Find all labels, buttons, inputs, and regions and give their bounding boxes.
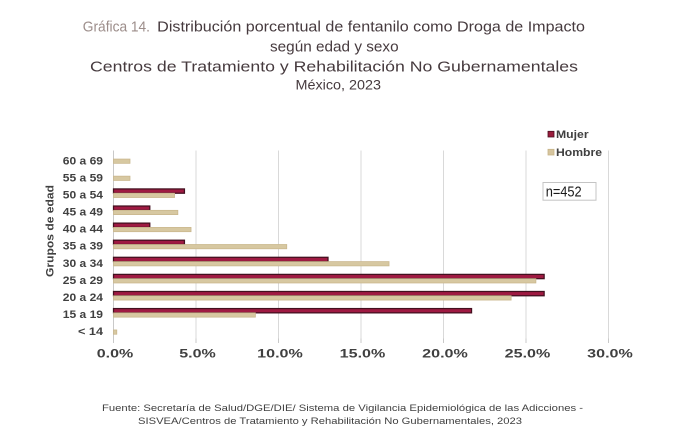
svg-text:30.0%: 30.0% xyxy=(587,347,633,361)
svg-text:55 a 59: 55 a 59 xyxy=(63,172,103,184)
svg-text:25 a 29: 25 a 29 xyxy=(63,275,103,287)
svg-text:20.0%: 20.0% xyxy=(422,347,468,361)
svg-text:15.0%: 15.0% xyxy=(340,347,386,361)
svg-text:35 a 39: 35 a 39 xyxy=(63,241,103,253)
svg-text:10.0%: 10.0% xyxy=(257,347,303,361)
svg-text:0.0%: 0.0% xyxy=(97,347,134,361)
svg-text:5.0%: 5.0% xyxy=(179,347,216,361)
svg-text:Gráfica 14.: Gráfica 14. xyxy=(83,20,150,36)
svg-text:< 14: < 14 xyxy=(78,326,104,338)
svg-text:SISVEA/Centros de Tratamiento: SISVEA/Centros de Tratamiento y Rehabili… xyxy=(138,416,522,427)
svg-text:25.0%: 25.0% xyxy=(505,347,551,361)
svg-text:Grupos de edad: Grupos de edad xyxy=(45,185,57,277)
svg-text:45 a 49: 45 a 49 xyxy=(63,207,103,219)
svg-text:según edad y sexo: según edad y sexo xyxy=(270,40,399,56)
svg-text:n=452: n=452 xyxy=(546,184,582,201)
svg-text:Distribución porcentual de fen: Distribución porcentual de fentanilo com… xyxy=(157,20,585,36)
svg-text:Hombre: Hombre xyxy=(556,147,602,159)
svg-text:40 a 44: 40 a 44 xyxy=(63,224,104,236)
svg-text:Mujer: Mujer xyxy=(556,129,589,141)
svg-text:México, 2023: México, 2023 xyxy=(296,78,382,93)
svg-text:30 a 34: 30 a 34 xyxy=(63,258,104,270)
svg-text:20 a 24: 20 a 24 xyxy=(63,292,104,304)
svg-text:15 a 19: 15 a 19 xyxy=(63,309,103,321)
svg-text:Centros de Tratamiento y Rehab: Centros de Tratamiento y Rehabilitación … xyxy=(90,59,578,76)
svg-text:60 a 69: 60 a 69 xyxy=(63,155,103,167)
svg-text:Fuente: Secretaría de Salud/DG: Fuente: Secretaría de Salud/DGE/DIE/ Sis… xyxy=(102,403,583,414)
svg-text:50 a 54: 50 a 54 xyxy=(63,189,104,201)
